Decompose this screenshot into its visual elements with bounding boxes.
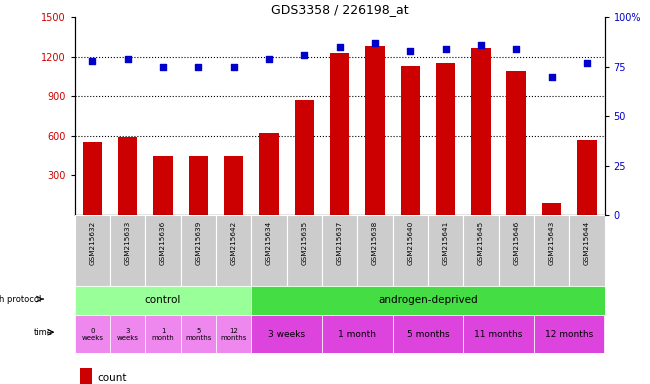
Bar [393, 315, 463, 353]
Bar [534, 315, 604, 353]
Text: GSM215640: GSM215640 [408, 221, 413, 265]
Point [122, 56, 133, 62]
Point [370, 40, 380, 46]
Bar [287, 215, 322, 286]
Bar [181, 315, 216, 353]
Text: GSM215639: GSM215639 [196, 221, 202, 265]
Bar [75, 286, 252, 315]
Point [476, 42, 486, 48]
Bar [471, 48, 491, 215]
Bar [294, 100, 314, 215]
Point [264, 56, 274, 62]
Bar [110, 215, 146, 286]
Text: GSM215637: GSM215637 [337, 221, 343, 265]
Bar [224, 156, 243, 215]
Bar [216, 215, 252, 286]
Text: GSM215632: GSM215632 [90, 221, 96, 265]
Bar [463, 215, 499, 286]
Bar [358, 215, 393, 286]
Text: GSM215641: GSM215641 [443, 221, 448, 265]
Text: 3 weeks: 3 weeks [268, 329, 306, 339]
Text: GSM215638: GSM215638 [372, 221, 378, 265]
Bar [110, 315, 146, 353]
Bar [252, 215, 287, 286]
Text: 3
weeks: 3 weeks [117, 328, 138, 341]
Bar [75, 215, 110, 286]
Point [405, 48, 415, 54]
Text: GSM215633: GSM215633 [125, 221, 131, 265]
Point [440, 46, 450, 52]
Point [546, 74, 556, 80]
Bar [80, 368, 92, 384]
Text: GSM215646: GSM215646 [514, 221, 519, 265]
Text: 0
weeks: 0 weeks [81, 328, 103, 341]
Bar [153, 156, 173, 215]
Text: GSM215645: GSM215645 [478, 221, 484, 265]
Text: 1
month: 1 month [151, 328, 174, 341]
Text: GSM215635: GSM215635 [302, 221, 307, 265]
Text: count: count [97, 372, 127, 382]
Bar [577, 140, 597, 215]
Text: GSM215642: GSM215642 [231, 221, 237, 265]
Text: GSM215643: GSM215643 [549, 221, 554, 265]
Text: growth protocol: growth protocol [0, 295, 41, 303]
Bar [146, 215, 181, 286]
Text: 12
months: 12 months [220, 328, 247, 341]
Point [334, 44, 345, 50]
Text: time: time [33, 328, 52, 337]
Text: 12 months: 12 months [545, 329, 593, 339]
Bar [400, 66, 420, 215]
Bar [181, 215, 216, 286]
Bar [393, 215, 428, 286]
Point [299, 52, 309, 58]
Bar [542, 203, 561, 215]
Point [158, 64, 168, 70]
Bar [330, 53, 349, 215]
Text: 11 months: 11 months [474, 329, 523, 339]
Bar [118, 137, 137, 215]
Point [193, 64, 203, 70]
Bar [188, 156, 208, 215]
Bar [569, 215, 604, 286]
Bar [436, 63, 455, 215]
Bar [216, 315, 252, 353]
Bar [252, 315, 322, 353]
Point [87, 58, 98, 64]
Text: GSM215634: GSM215634 [266, 221, 272, 265]
Bar [75, 315, 110, 353]
Text: 1 month: 1 month [338, 329, 376, 339]
Bar [428, 215, 463, 286]
Text: control: control [145, 295, 181, 306]
Bar [322, 315, 393, 353]
Bar [83, 142, 102, 215]
Title: GDS3358 / 226198_at: GDS3358 / 226198_at [271, 3, 408, 16]
Text: GSM215636: GSM215636 [160, 221, 166, 265]
Bar [259, 133, 279, 215]
Bar [146, 315, 181, 353]
Bar [506, 71, 526, 215]
Text: 5 months: 5 months [407, 329, 449, 339]
Bar [534, 215, 569, 286]
Text: 5
months: 5 months [185, 328, 211, 341]
Point [511, 46, 521, 52]
Bar [499, 215, 534, 286]
Bar [252, 286, 604, 315]
Point [582, 60, 592, 66]
Point [229, 64, 239, 70]
Bar [463, 315, 534, 353]
Text: androgen-deprived: androgen-deprived [378, 295, 478, 306]
Bar [365, 46, 385, 215]
Text: GSM215644: GSM215644 [584, 221, 590, 265]
Bar [322, 215, 358, 286]
